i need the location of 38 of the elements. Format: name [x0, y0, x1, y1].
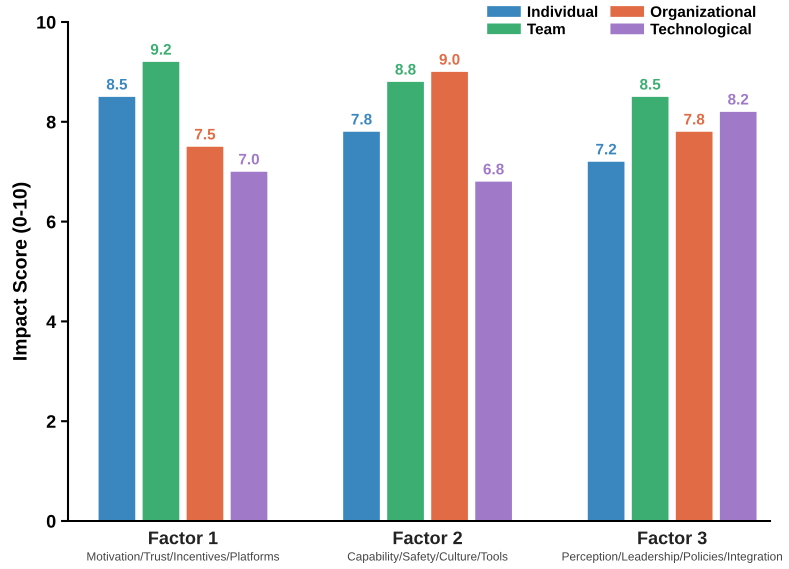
y-tick-label: 0: [46, 514, 56, 528]
data-label: 6.8: [484, 164, 504, 174]
data-label: 8.2: [728, 94, 748, 105]
data-label: 9.2: [150, 44, 171, 55]
data-label: 8.5: [640, 78, 660, 90]
legend-label: Individual: [528, 6, 598, 18]
data-label: 7.2: [596, 144, 616, 154]
bar: [387, 82, 424, 521]
data-label: 9.0: [439, 54, 460, 65]
bar: [186, 146, 224, 521]
x-tick-label: Factor 1 Motivation/Trust/Incentives/Platforms: [87, 532, 280, 561]
data-label: 7.8: [684, 114, 704, 125]
y-tick-label: 4: [46, 316, 56, 328]
legend-label: Technological: [650, 23, 751, 38]
data-label: 7.0: [239, 154, 259, 165]
data-label: 8.8: [395, 64, 416, 75]
bar: [720, 112, 757, 521]
bar: [431, 72, 468, 521]
bar: [142, 62, 180, 521]
bar: [343, 132, 380, 521]
data-label: 7.8: [352, 114, 372, 125]
legend-label: Organizational: [650, 6, 756, 20]
x-tick-label: Factor 2 Capability/Safety/Culture/Tools: [348, 531, 508, 563]
bar: [475, 182, 512, 521]
y-axis-title: Impact Score (0-10): [12, 182, 31, 360]
bar: [98, 96, 136, 521]
data-label: 8.5: [106, 78, 128, 90]
y-tick-label: 8: [46, 116, 56, 129]
y-tick-label: 6: [46, 216, 56, 228]
x-tick-label: Factor 3 Perception/Leadership/Policies/Integration: [562, 531, 782, 563]
bar: [676, 132, 713, 521]
y-tick-label: 10: [37, 16, 56, 29]
bar: [588, 162, 624, 521]
legend-label: Team: [527, 24, 565, 34]
y-tick-label: 2: [46, 415, 56, 428]
bar: [632, 96, 668, 521]
data-label: 7.5: [195, 128, 216, 140]
bar: [230, 172, 268, 521]
